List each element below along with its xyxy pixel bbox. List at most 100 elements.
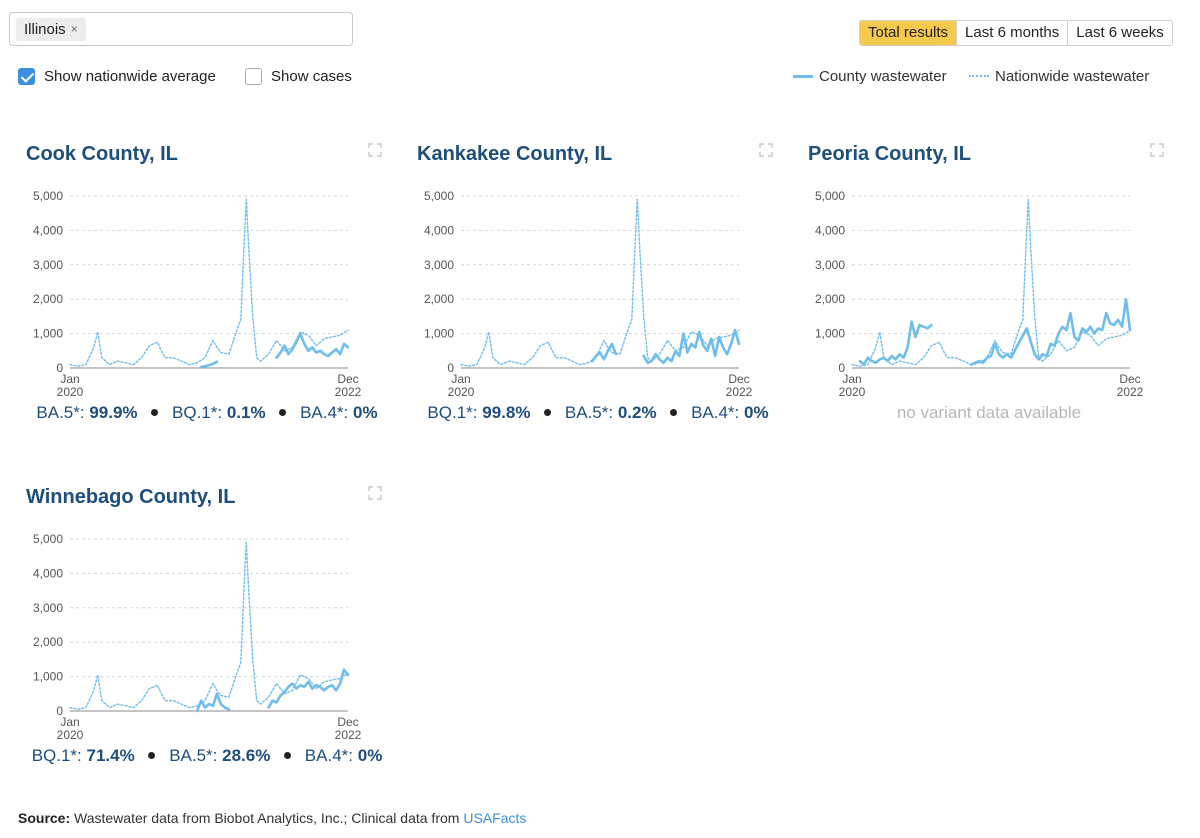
- expand-icon[interactable]: [1150, 143, 1164, 157]
- variant-2-name: BA.5*:: [169, 746, 218, 765]
- x-tick-label: 2020: [57, 728, 84, 742]
- y-tick-label: 3,000: [424, 258, 454, 272]
- tab-last-6-months[interactable]: Last 6 months: [956, 21, 1068, 45]
- legend-county: County wastewater: [793, 66, 947, 86]
- x-tick-label: Dec: [337, 372, 358, 386]
- y-tick-label: 4,000: [424, 223, 454, 237]
- variant-1-name: BQ.1*:: [427, 403, 478, 422]
- nationwide-average-checkbox[interactable]: [18, 67, 35, 85]
- separator-dot-icon: [279, 409, 287, 417]
- x-tick-label: Jan: [60, 372, 79, 386]
- y-tick-label: 2,000: [33, 292, 63, 306]
- nationwide-average-label: Show nationwide average: [44, 67, 216, 85]
- y-tick-label: 5,000: [815, 189, 845, 203]
- chart-panel-peoria: Peoria County, IL 0 1,000 2,000 3,000 4,000 5…: [808, 143, 1178, 443]
- y-tick-label: 0: [56, 361, 63, 375]
- nationwide-wastewater-line: [851, 198, 1131, 367]
- variant-3-value: 0%: [357, 746, 383, 765]
- county-wastewater-line: [969, 297, 1132, 366]
- variant-1-value: 99.9%: [89, 403, 138, 422]
- y-tick-label: 4,000: [33, 566, 63, 580]
- source-footer: Source: Wastewater data from Biobot Anal…: [18, 810, 526, 826]
- x-tick-label: Dec: [728, 372, 749, 386]
- x-tick-label: 2022: [335, 385, 362, 399]
- source-label: Source:: [18, 810, 71, 826]
- separator-dot-icon: [284, 752, 292, 760]
- source-text: Wastewater data from Biobot Analytics, I…: [74, 810, 460, 826]
- variant-2-value: 0.2%: [617, 403, 657, 422]
- legend-county-label: County wastewater: [819, 67, 947, 85]
- y-tick-label: 1,000: [33, 327, 63, 341]
- separator-dot-icon: [151, 409, 159, 417]
- county-wastewater-line: [267, 668, 350, 709]
- y-tick-label: 4,000: [33, 223, 63, 237]
- chart-panel-cook: Cook County, IL 0 1,000 2,000 3,000 4,000 5,0…: [26, 143, 396, 443]
- x-tick-label: Jan: [60, 715, 79, 729]
- tab-last-6-weeks[interactable]: Last 6 weeks: [1067, 21, 1172, 45]
- chart-panel-winnebago: Winnebago County, IL 0 1,000 2,000 3,000 4,0…: [26, 486, 396, 786]
- legend-nationwide-label: Nationwide wastewater: [995, 67, 1150, 85]
- separator-dot-icon: [670, 409, 678, 417]
- variant-3-name: BA.4*:: [691, 403, 740, 422]
- chart-panel-kankakee: Kankakee County, IL 0 1,000 2,000 3,000 4,00…: [417, 143, 787, 443]
- filter-chip-label: Illinois: [24, 21, 66, 38]
- y-tick-label: 1,000: [33, 670, 63, 684]
- county-wastewater-line: [275, 332, 350, 359]
- x-tick-label: 2022: [726, 385, 753, 399]
- nationwide-wastewater-line: [69, 198, 349, 367]
- remove-chip-icon[interactable]: ×: [70, 22, 78, 36]
- variant-1-name: BA.5*:: [36, 403, 85, 422]
- y-tick-label: 2,000: [815, 292, 845, 306]
- variant-1-value: 71.4%: [86, 746, 135, 765]
- nationwide-wastewater-line: [69, 541, 349, 710]
- expand-icon[interactable]: [368, 143, 382, 157]
- y-tick-label: 3,000: [815, 258, 845, 272]
- show-cases-checkbox[interactable]: [245, 67, 262, 85]
- y-tick-label: 5,000: [33, 532, 63, 546]
- y-tick-label: 0: [838, 361, 845, 375]
- expand-icon[interactable]: [759, 143, 773, 157]
- time-range-tabs: Total results Last 6 months Last 6 weeks: [859, 20, 1173, 46]
- x-tick-label: 2020: [839, 385, 866, 399]
- y-tick-label: 3,000: [33, 258, 63, 272]
- y-tick-label: 3,000: [33, 601, 63, 615]
- variant-summary: BQ.1*: 71.4% BA.5*: 28.6% BA.4*: 0%: [26, 746, 388, 766]
- show-cases-option[interactable]: Show cases: [245, 66, 352, 86]
- variant-3-value: 0%: [353, 403, 378, 422]
- y-tick-label: 2,000: [424, 292, 454, 306]
- variant-3-name: BA.4*:: [300, 403, 349, 422]
- y-tick-label: 1,000: [815, 327, 845, 341]
- filter-chip-illinois: Illinois ×: [16, 18, 86, 41]
- show-cases-label: Show cases: [271, 67, 352, 85]
- variant-1-name: BQ.1*:: [31, 746, 82, 765]
- x-tick-label: 2020: [448, 385, 475, 399]
- county-wastewater-line: [199, 360, 219, 369]
- y-tick-label: 4,000: [815, 223, 845, 237]
- panel-title: Winnebago County, IL: [26, 486, 236, 508]
- nationwide-average-option[interactable]: Show nationwide average: [18, 66, 216, 86]
- county-wastewater-line: [858, 320, 933, 366]
- separator-dot-icon: [544, 409, 552, 417]
- expand-icon[interactable]: [368, 486, 382, 500]
- y-tick-label: 5,000: [33, 189, 63, 203]
- county-wastewater-line: [590, 342, 618, 363]
- variant-2-name: BQ.1*:: [172, 403, 223, 422]
- y-tick-label: 5,000: [424, 189, 454, 203]
- county-wastewater-line: [195, 692, 231, 713]
- x-tick-label: 2022: [335, 728, 362, 742]
- tab-total-results[interactable]: Total results: [860, 21, 957, 45]
- variant-summary: BQ.1*: 99.8% BA.5*: 0.2% BA.4*: 0%: [417, 403, 779, 423]
- variant-2-name: BA.5*:: [564, 403, 614, 422]
- variant-3-value: 0%: [744, 403, 769, 422]
- variant-2-value: 28.6%: [222, 746, 271, 765]
- state-filter-input[interactable]: Illinois ×: [9, 12, 353, 46]
- usafacts-link[interactable]: USAFacts: [463, 810, 527, 826]
- county-wastewater-line: [642, 328, 741, 365]
- y-tick-label: 0: [56, 704, 63, 718]
- separator-dot-icon: [148, 752, 156, 760]
- panel-title: Peoria County, IL: [808, 143, 971, 165]
